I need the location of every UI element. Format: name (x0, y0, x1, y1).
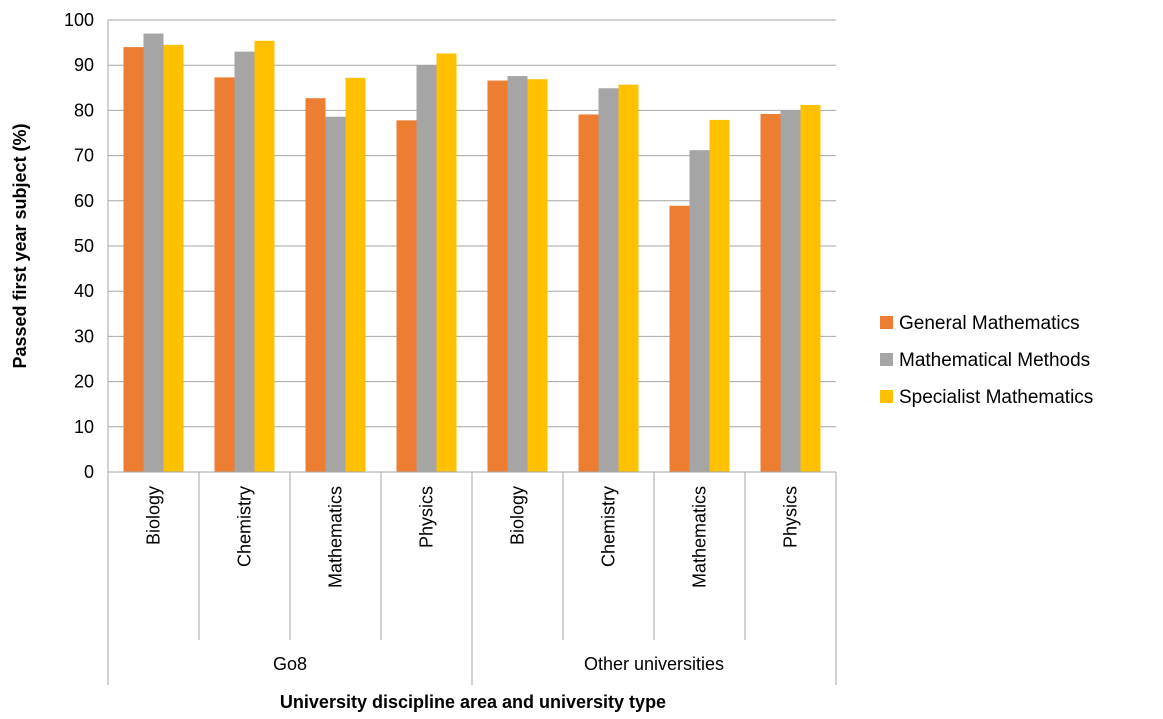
x-axis-title: University discipline area and universit… (280, 692, 666, 712)
bar (761, 114, 781, 472)
bar (215, 77, 235, 472)
bars (124, 34, 821, 472)
group-labels: Go8 Other universities (273, 654, 724, 674)
bar (235, 52, 255, 472)
y-tick-labels: 0 10 20 30 40 50 60 70 80 90 100 (64, 10, 94, 482)
bar (619, 85, 639, 472)
legend-swatch (880, 353, 893, 366)
bar (124, 47, 144, 472)
y-tick-label: 30 (74, 326, 94, 346)
legend: General Mathematics Mathematical Methods S… (880, 313, 1093, 408)
legend-swatch (880, 390, 893, 403)
bar (801, 105, 821, 472)
y-tick-label: 10 (74, 417, 94, 437)
bar (255, 41, 275, 472)
y-tick-label: 100 (64, 10, 94, 30)
legend-swatch (880, 316, 893, 329)
y-tick-label: 50 (74, 236, 94, 256)
bar (164, 45, 184, 472)
category-label: Chemistry (599, 486, 619, 567)
y-tick-label: 80 (74, 100, 94, 120)
category-label: Mathematics (690, 486, 710, 588)
legend-entry: Mathematical Methods (899, 350, 1090, 371)
category-label: Biology (144, 486, 164, 545)
bar (528, 79, 548, 472)
bar (579, 114, 599, 472)
bar (346, 78, 366, 472)
category-label: Chemistry (235, 486, 255, 567)
bar (710, 120, 730, 472)
y-tick-label: 90 (74, 55, 94, 75)
bar (690, 150, 710, 472)
y-axis-title: Passed first year subject (%) (10, 123, 30, 368)
bar (306, 98, 326, 472)
category-label: Mathematics (326, 486, 346, 588)
category-label: Physics (417, 486, 437, 548)
y-tick-label: 40 (74, 281, 94, 301)
group-label: Other universities (584, 654, 724, 674)
y-tick-label: 20 (74, 372, 94, 392)
category-label: Biology (508, 486, 528, 545)
bar (144, 34, 164, 472)
bar (508, 76, 528, 472)
bar (417, 65, 437, 472)
bar (488, 81, 508, 472)
category-label: Physics (781, 486, 801, 548)
bar (326, 117, 346, 472)
group-label: Go8 (273, 654, 307, 674)
legend-entry: General Mathematics (899, 313, 1080, 334)
bar (397, 120, 417, 472)
legend-entry: Specialist Mathematics (899, 387, 1093, 408)
y-tick-label: 60 (74, 191, 94, 211)
bar (781, 110, 801, 472)
y-tick-label: 0 (84, 462, 94, 482)
bar (670, 206, 690, 472)
y-tick-label: 70 (74, 146, 94, 166)
bar (599, 88, 619, 472)
bar (437, 53, 457, 472)
